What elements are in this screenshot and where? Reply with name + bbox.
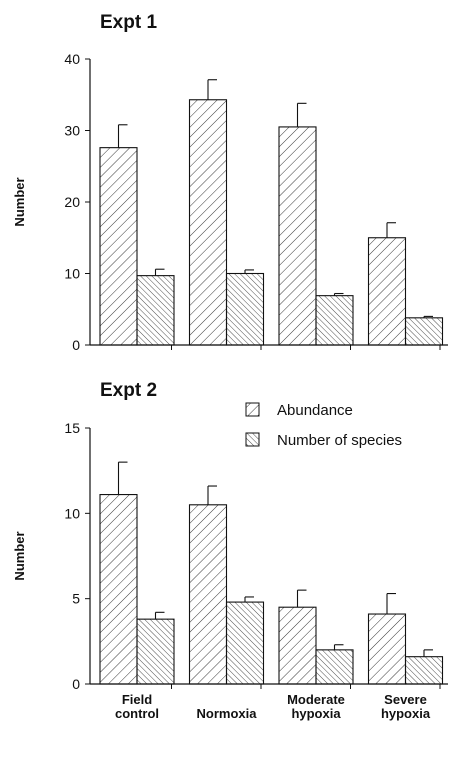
y-tick-label: 5 <box>72 591 80 607</box>
error-bar <box>207 79 217 100</box>
error-bar <box>333 292 344 296</box>
error-bar <box>386 592 396 615</box>
bar <box>404 317 444 346</box>
bar <box>315 295 354 346</box>
y-tick-label: 20 <box>64 194 80 210</box>
error-bar <box>333 644 344 650</box>
error-bar <box>154 611 165 620</box>
x-tick-label: Severe hypoxia <box>381 692 431 721</box>
error-bar <box>117 124 128 148</box>
legend-label: Number of species <box>277 432 402 449</box>
bar <box>136 275 175 346</box>
y-tick-label: 40 <box>64 51 80 67</box>
y-tick-label: 0 <box>72 337 80 353</box>
x-tick-label: Normoxia <box>197 706 258 721</box>
bar <box>367 237 407 346</box>
y-axis-label: Number <box>12 531 27 580</box>
y-tick-label: 0 <box>72 676 80 692</box>
y-tick-label: 30 <box>64 123 80 139</box>
y-tick-label: 10 <box>64 505 80 521</box>
bar <box>188 99 228 346</box>
x-tick-label: Moderate hypoxia <box>287 692 345 721</box>
bar <box>404 656 444 685</box>
bar <box>278 606 317 685</box>
error-bar <box>296 589 307 608</box>
bar <box>188 504 228 685</box>
bar <box>99 494 138 685</box>
x-tick-label-line: control <box>115 706 159 721</box>
chart-title: Expt 2 <box>100 380 157 401</box>
bar <box>225 272 265 346</box>
chart-title: Expt 1 <box>100 12 157 33</box>
error-bar <box>386 222 396 238</box>
x-tick-label-line: Severe <box>384 692 427 707</box>
error-bar <box>244 269 254 274</box>
error-bar <box>423 315 433 318</box>
legend-swatch <box>245 432 260 447</box>
bar <box>225 601 265 685</box>
legend-swatch <box>245 402 260 417</box>
bar <box>278 126 317 346</box>
error-bar <box>423 649 433 657</box>
y-tick-label: 10 <box>64 266 80 282</box>
error-bar <box>296 102 307 127</box>
error-bar <box>154 268 165 276</box>
bar <box>136 618 175 685</box>
error-bar <box>244 596 254 603</box>
x-tick-label-line: Field <box>122 692 152 707</box>
error-bar <box>207 485 217 505</box>
x-tick-label-line: hypoxia <box>291 706 341 721</box>
x-tick-label-line: hypoxia <box>381 706 431 721</box>
error-bar <box>117 461 128 495</box>
y-tick-label: 15 <box>64 420 80 436</box>
legend-label: Abundance <box>277 402 353 419</box>
x-tick-label-line: Moderate <box>287 692 345 707</box>
y-axis-label: Number <box>12 177 27 226</box>
x-tick-label: Field control <box>115 692 159 721</box>
bar <box>367 613 407 685</box>
bar <box>99 147 138 346</box>
x-tick-label-line: Normoxia <box>197 706 258 721</box>
bar <box>315 649 354 685</box>
